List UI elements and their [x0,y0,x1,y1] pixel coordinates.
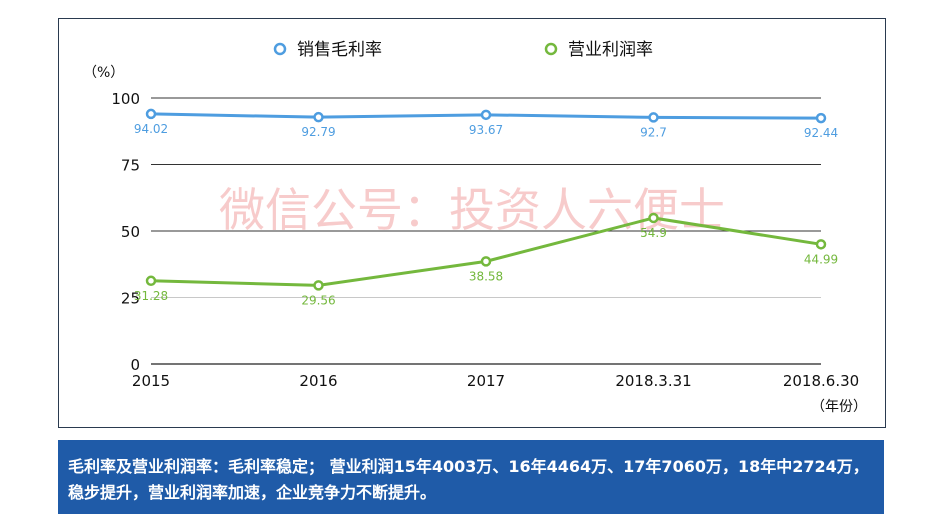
x-tick-label: 2018.6.30 [783,372,859,390]
data-point [313,111,324,123]
legend-marker [273,42,287,56]
x-tick-label: 2018.3.31 [615,372,691,390]
data-label: 54.9 [640,226,667,240]
data-label: 44.99 [804,252,838,266]
x-tick-label: 2016 [299,372,337,390]
data-point [145,275,157,287]
y-tick-label: 75 [121,157,140,175]
data-label: 92.7 [640,125,667,139]
y-axis-unit: （%） [83,65,124,81]
x-axis-unit: （年份） [811,399,867,415]
data-label: 31.28 [134,289,168,303]
caption-box: 毛利率及营业利润率：毛利率稳定； 营业利润15年4003万、16年4464万、1… [58,440,884,514]
data-label: 92.44 [804,126,838,140]
legend-label: 销售毛利率 [297,40,382,60]
data-label: 38.58 [469,269,503,283]
data-point [815,239,827,250]
data-point [480,109,492,121]
data-point [815,112,827,124]
data-label: 93.67 [469,123,503,137]
data-point [648,212,659,224]
caption-text: 毛利率及营业利润率：毛利率稳定； 营业利润15年4003万、16年4464万、1… [68,457,869,502]
watermark-text: 微信公号：投资人六便士 [219,183,725,237]
x-tick-label: 2015 [132,372,170,390]
legend-marker [544,42,558,56]
line-chart: 微信公号：投资人六便士 0 25 50 75 100 （%） 2015 2016 2017 2018… [83,40,867,415]
y-tick-label: 50 [121,223,140,241]
data-point [480,256,492,267]
data-point [648,112,659,123]
data-label: 94.02 [134,122,168,136]
data-label: 92.79 [301,125,335,139]
x-tick-label: 2017 [467,372,505,390]
data-point [145,108,157,120]
chart-frame: 微信公号：投资人六便士 0 25 50 75 100 （%） 2015 2016 2017 2018… [58,18,886,428]
legend-label: 营业利润率 [568,40,653,60]
data-label: 29.56 [301,293,335,307]
y-tick-label: 25 [121,290,140,308]
y-tick-label: 0 [130,356,140,374]
y-tick-label: 100 [111,90,140,108]
data-point [313,280,324,291]
